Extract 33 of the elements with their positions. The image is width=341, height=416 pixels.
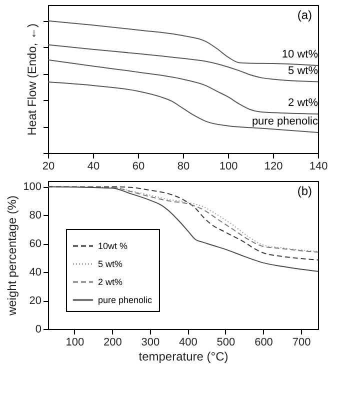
x-tick-label: 120: [264, 160, 283, 172]
x-tick-label: 700: [292, 336, 311, 348]
x-tick-label: 200: [104, 336, 122, 348]
x-tick-label: 500: [216, 336, 236, 348]
x-tick-label: 300: [141, 336, 160, 348]
series-label: pure phenolic: [252, 116, 318, 128]
x-tick-label: 80: [177, 160, 190, 172]
x-tick-label: 20: [42, 160, 55, 172]
y-tick-label: 40: [29, 266, 42, 279]
x-tick-label: 100: [219, 160, 238, 172]
y-axis-title: weight percentage (%): [5, 195, 20, 317]
series-label: 2 wt%: [288, 97, 318, 110]
legend-label: 10wt %: [98, 241, 128, 251]
x-tick-label: 400: [179, 336, 198, 348]
legend-label: 5 wt%: [98, 259, 123, 269]
annotation: (b): [297, 184, 312, 198]
x-tick-label: 40: [87, 160, 100, 172]
y-tick-label: 100: [23, 181, 42, 194]
y-axis-title: Heat Flow (Endo, ←): [25, 23, 39, 136]
legend-label: 2 wt%: [98, 277, 123, 287]
y-tick-label: 0: [35, 324, 42, 336]
y-tick-label: 60: [29, 238, 42, 250]
x-tick-label: 60: [132, 160, 145, 172]
x-axis-title: temperature (°C): [138, 350, 228, 364]
y-tick-label: 20: [29, 295, 42, 308]
x-tick-label: 600: [254, 336, 273, 348]
x-tick-label: 140: [309, 160, 328, 172]
y-tick-label: 80: [29, 210, 42, 222]
series-label: 10 wt%: [282, 48, 318, 61]
series-label: 5 wt%: [288, 64, 318, 77]
legend-label: pure phenolic: [98, 295, 153, 305]
annotation: (a): [297, 8, 312, 22]
x-tick-label: 100: [66, 336, 84, 348]
